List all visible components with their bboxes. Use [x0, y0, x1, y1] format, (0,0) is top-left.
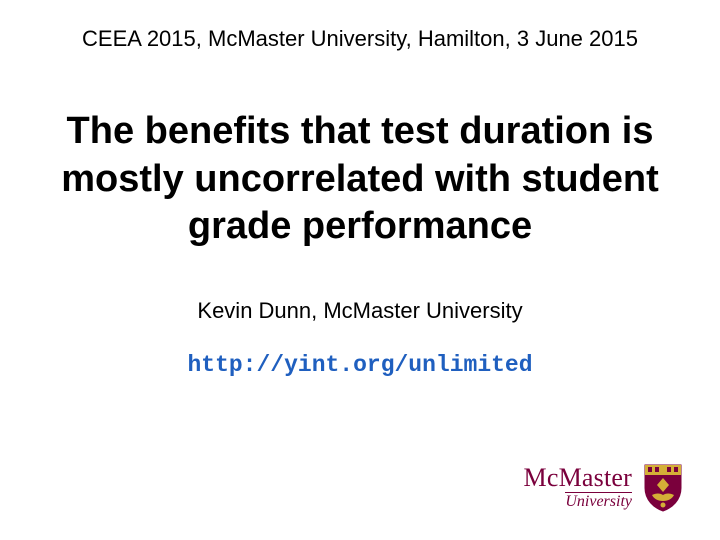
slide-title: The benefits that test duration is mostl…: [40, 108, 680, 251]
author-line: Kevin Dunn, McMaster University: [0, 298, 720, 324]
url-link[interactable]: http://yint.org/unlimited: [0, 352, 720, 378]
crest-icon: [642, 462, 684, 512]
logo-primary: McMaster: [524, 465, 632, 491]
conference-header: CEEA 2015, McMaster University, Hamilton…: [0, 26, 720, 52]
university-logo: McMaster University: [524, 462, 684, 512]
logo-secondary: University: [565, 492, 632, 510]
logo-text: McMaster University: [524, 465, 632, 510]
